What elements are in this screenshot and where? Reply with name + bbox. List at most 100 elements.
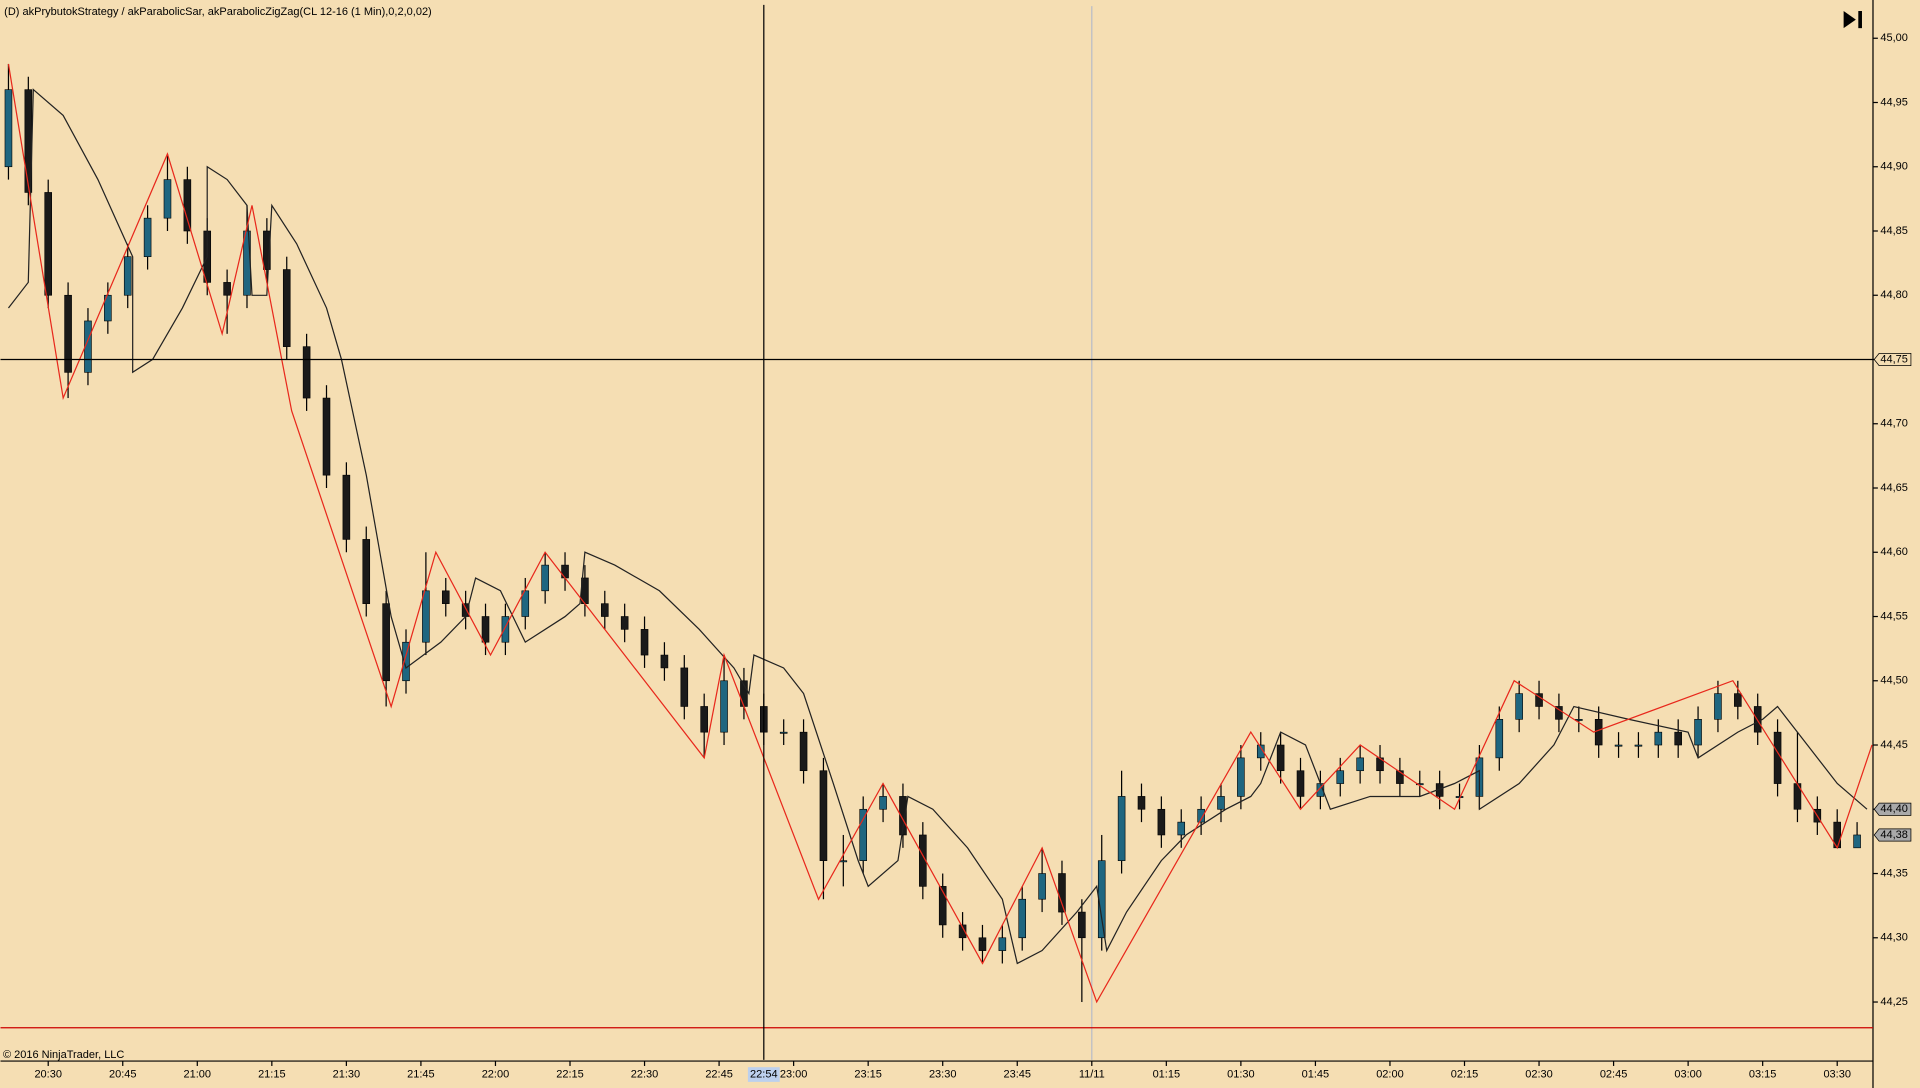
candle-body: [1276, 744, 1285, 772]
candle-body: [601, 603, 609, 617]
candle-body: [1296, 770, 1305, 797]
x-tick-label: 20:45: [109, 1068, 137, 1080]
y-tick-label: 44,60: [1880, 546, 1908, 558]
x-tick-label: 02:15: [1451, 1068, 1479, 1080]
x-tick-label: 03:00: [1674, 1068, 1702, 1080]
candle-body: [362, 539, 371, 604]
play-icon[interactable]: [1843, 11, 1856, 29]
candle-body: [1256, 744, 1265, 759]
y-tick-label: 44,85: [1880, 225, 1908, 237]
price-marker-box: [1873, 828, 1912, 842]
x-tick-label: 02:30: [1525, 1068, 1553, 1080]
zigzag-line: [7, 63, 1873, 1004]
candle-body: [263, 230, 271, 270]
crosshair-y-label: 44,75: [1880, 353, 1908, 365]
candle-body: [123, 256, 132, 296]
candle-body: [223, 282, 231, 296]
candle-body: [64, 294, 72, 373]
candle-body: [1853, 834, 1861, 849]
candle-body: [1336, 770, 1345, 784]
candle-body: [938, 886, 947, 926]
price-marker-label: 44,38: [1880, 829, 1908, 841]
candle-body: [680, 667, 689, 707]
x-tick-label: 22:45: [705, 1068, 733, 1080]
candle-body: [322, 397, 331, 476]
y-tick-label: 44,65: [1880, 482, 1908, 494]
x-tick-label: 02:45: [1600, 1068, 1628, 1080]
candle-body: [1734, 693, 1742, 707]
candle-body: [620, 616, 629, 630]
candle-body: [819, 770, 828, 861]
candle-body: [1117, 796, 1126, 861]
candle-body: [899, 796, 907, 836]
y-tick-label: 44,80: [1880, 289, 1908, 301]
candle-body: [163, 179, 172, 219]
candle-body: [44, 192, 52, 296]
candle-body: [4, 89, 13, 168]
candle-body: [799, 731, 808, 772]
candle-body: [859, 808, 867, 861]
candle-body: [1157, 808, 1166, 836]
crosshair-x-label: 22:54: [750, 1068, 778, 1080]
candle-body: [1714, 693, 1722, 720]
x-tick-label: 21:15: [258, 1068, 286, 1080]
candle-body: [1495, 719, 1504, 759]
candle-body: [282, 269, 291, 347]
y-tick-label: 44,30: [1880, 932, 1908, 944]
parabolic-sar-line: [7, 88, 1868, 965]
candle-body: [1018, 898, 1027, 939]
candle-body: [1555, 706, 1563, 720]
x-tick-label: 01:45: [1302, 1068, 1330, 1080]
candle-body: [779, 731, 788, 734]
candle-body: [1594, 719, 1603, 746]
candle-body: [501, 616, 510, 643]
y-tick-label: 44,25: [1880, 996, 1908, 1008]
end-bar-icon[interactable]: [1858, 11, 1862, 29]
candle-body: [660, 654, 669, 669]
candle-body: [958, 924, 967, 939]
candle-body: [104, 294, 112, 322]
candle-body: [422, 590, 430, 643]
candle-body: [640, 629, 649, 656]
candle-body: [839, 860, 848, 863]
candle-body: [1515, 693, 1523, 720]
candle-body: [700, 706, 708, 733]
y-tick-label: 45,00: [1880, 32, 1908, 44]
y-tick-label: 44,35: [1880, 867, 1908, 879]
candle-body: [1773, 731, 1782, 784]
x-tick-label: 23:00: [780, 1068, 808, 1080]
candle-body: [1217, 796, 1225, 810]
candle-body: [1654, 731, 1663, 746]
chart-title: (D) akPrybutokStrategy / akParabolicSar,…: [4, 6, 432, 18]
candle-body: [879, 796, 887, 810]
candle-body: [1356, 757, 1364, 772]
candle-body: [441, 590, 450, 604]
x-tick-label: 11/11: [1079, 1068, 1105, 1080]
x-tick-label: 23:30: [929, 1068, 957, 1080]
candle-body: [541, 564, 549, 592]
candle-body: [342, 474, 351, 540]
candle-body: [481, 616, 490, 643]
candle-body: [1197, 808, 1205, 823]
x-tick-label: 21:45: [407, 1068, 435, 1080]
x-tick-label: 02:00: [1376, 1068, 1404, 1080]
x-tick-label: 22:30: [631, 1068, 659, 1080]
candle-body: [561, 564, 569, 579]
x-tick-label: 20:30: [34, 1068, 62, 1080]
candle-body: [998, 937, 1007, 951]
candle-body: [382, 603, 390, 682]
candle-body: [143, 217, 152, 258]
x-tick-label: 22:15: [556, 1068, 584, 1080]
candle-body: [402, 641, 410, 682]
candle-body: [1396, 770, 1404, 784]
x-tick-label: 01:15: [1153, 1068, 1181, 1080]
candle-body: [1058, 873, 1066, 913]
candle-body: [720, 680, 728, 733]
candle-body: [1634, 744, 1643, 747]
scroll-end-button[interactable]: [1843, 11, 1862, 29]
candle-body: [1078, 911, 1086, 939]
plot-area: [0, 6, 1873, 1060]
x-tick-label: 03:30: [1823, 1068, 1851, 1080]
